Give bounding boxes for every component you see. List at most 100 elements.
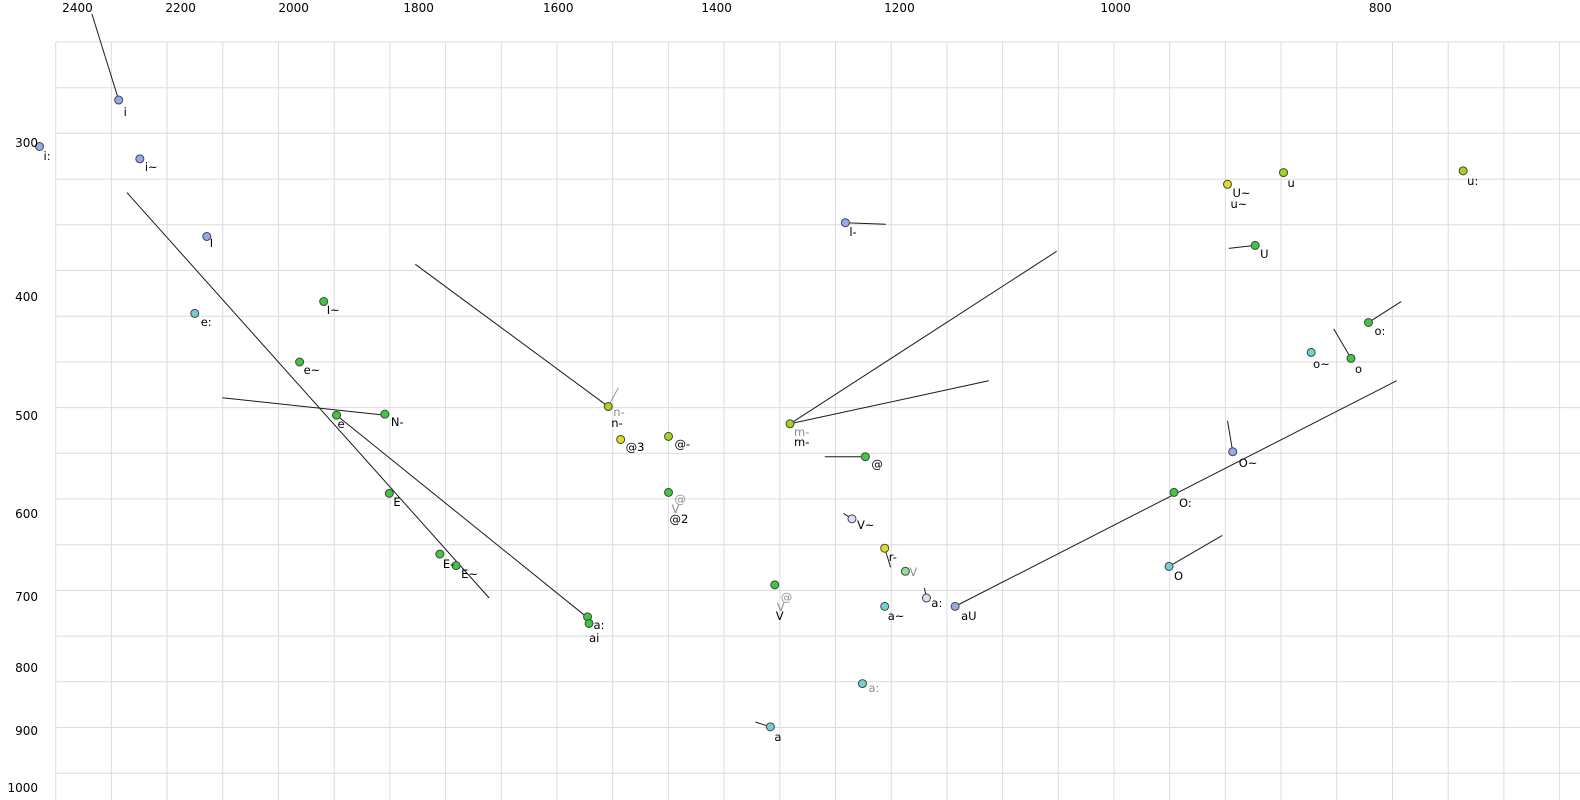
y-tick-label-1000: 1000 bbox=[7, 780, 38, 795]
point-label-@: @ bbox=[780, 589, 793, 604]
point-label-i:: i: bbox=[43, 148, 51, 163]
point-label-o: o bbox=[1354, 362, 1363, 377]
x-tick-label-2000: 2000 bbox=[278, 1, 309, 15]
point-label-V: V bbox=[775, 608, 784, 623]
data-point-ai bbox=[584, 618, 594, 628]
trajectory-line bbox=[336, 414, 589, 619]
point-label-U~: U~ bbox=[1232, 186, 1251, 201]
y-tick-label-700: 700 bbox=[15, 589, 38, 604]
y-tick-label-900: 900 bbox=[15, 724, 38, 739]
point-label-u:: u: bbox=[1467, 173, 1479, 188]
point-label-I~: I~ bbox=[326, 302, 340, 317]
data-point-I bbox=[202, 231, 212, 241]
data-point-E- bbox=[435, 549, 445, 559]
trajectory-line bbox=[91, 13, 120, 101]
point-label-n-: n- bbox=[613, 404, 625, 419]
point-label-U: U bbox=[1260, 247, 1269, 262]
point-label-o:: o: bbox=[1374, 324, 1386, 339]
point-label-O: O bbox=[1174, 569, 1184, 584]
point-label-m-: m- bbox=[794, 424, 810, 439]
point-label-aU: aU bbox=[961, 609, 977, 624]
point-label-m-: m- bbox=[794, 434, 810, 449]
point-label-u~: u~ bbox=[1230, 197, 1248, 212]
data-point-i bbox=[114, 95, 124, 105]
point-label-a:: a: bbox=[593, 617, 605, 632]
point-label-O:: O: bbox=[1178, 496, 1192, 511]
data-point-@ bbox=[860, 452, 870, 462]
point-label-@-: @- bbox=[674, 437, 691, 452]
data-point-e: bbox=[190, 308, 200, 318]
y-tick-label-300: 300 bbox=[15, 135, 38, 150]
x-tick-label-1600: 1600 bbox=[543, 1, 574, 15]
trajectory-line bbox=[126, 192, 490, 599]
trajectory-line bbox=[789, 250, 1057, 425]
data-point-u bbox=[1279, 168, 1289, 178]
trajectory-line bbox=[1333, 328, 1352, 359]
point-label-a:: a: bbox=[931, 596, 943, 610]
data-point-r- bbox=[880, 543, 890, 553]
point-label-I: I bbox=[209, 236, 214, 251]
data-point-a: bbox=[857, 679, 867, 689]
point-label-i: i bbox=[123, 105, 127, 120]
point-label-@: @ bbox=[674, 492, 687, 507]
data-point-i: bbox=[35, 142, 45, 152]
point-label-l-: l- bbox=[849, 224, 857, 239]
data-point-I~ bbox=[319, 297, 329, 307]
point-label-i~: i~ bbox=[144, 159, 158, 174]
data-point-a: bbox=[921, 593, 931, 603]
x-tick-label-1200: 1200 bbox=[884, 1, 915, 15]
data-point-O: bbox=[1169, 487, 1179, 497]
gridlines bbox=[55, 41, 1580, 800]
data-point-@3 bbox=[616, 434, 626, 444]
data-point-a~ bbox=[880, 601, 890, 611]
point-label-E: E bbox=[393, 495, 401, 510]
point-label-E~: E~ bbox=[461, 566, 478, 581]
data-point-o: bbox=[1363, 317, 1373, 327]
point-label-n-: n- bbox=[611, 415, 623, 430]
x-tick-label-1800: 1800 bbox=[403, 1, 434, 15]
point-label-e: e bbox=[337, 417, 345, 432]
trajectory-line bbox=[1227, 420, 1234, 452]
data-point-u: bbox=[1458, 166, 1468, 176]
point-label-@2: @2 bbox=[669, 512, 689, 527]
point-label-e~: e~ bbox=[303, 363, 321, 377]
data-point-O~ bbox=[1228, 447, 1238, 457]
point-label-u: u bbox=[1287, 175, 1295, 190]
y-tick-label-500: 500 bbox=[15, 409, 38, 424]
point-label-@3: @3 bbox=[625, 440, 645, 455]
trajectory-line bbox=[415, 263, 609, 407]
data-point-U bbox=[1250, 240, 1260, 250]
data-point-V bbox=[900, 566, 910, 576]
data-point-e~ bbox=[295, 357, 305, 367]
data-point-m- bbox=[785, 419, 795, 429]
trajectory-line bbox=[845, 222, 886, 225]
point-label-@: @ bbox=[871, 456, 883, 471]
point-label-N-: N- bbox=[390, 415, 404, 430]
data-point-e bbox=[332, 410, 342, 420]
point-label-e:: e: bbox=[200, 315, 212, 330]
y-tick-label-400: 400 bbox=[15, 289, 38, 304]
data-point-E~ bbox=[451, 561, 461, 571]
y-tick-label-600: 600 bbox=[15, 507, 38, 522]
data-point-l- bbox=[840, 218, 850, 228]
data-point-aU bbox=[950, 601, 960, 611]
data-point-i~ bbox=[135, 154, 145, 164]
data-point-o~ bbox=[1306, 347, 1316, 357]
trajectory-line bbox=[1168, 535, 1223, 567]
point-label-a: a bbox=[774, 729, 782, 744]
data-point-O bbox=[1164, 561, 1174, 571]
trajectory-line bbox=[222, 397, 385, 416]
trajectory-line bbox=[789, 380, 989, 425]
point-label-V: V bbox=[909, 565, 918, 580]
x-tick-label-1400: 1400 bbox=[701, 1, 732, 15]
data-point-E bbox=[384, 488, 394, 498]
point-label-r-: r- bbox=[888, 550, 897, 565]
data-point-@ bbox=[664, 487, 674, 497]
point-label-a:: a: bbox=[868, 680, 880, 695]
data-point-V~ bbox=[847, 514, 857, 524]
x-tick-label-1000: 1000 bbox=[1100, 1, 1131, 15]
point-label-a~: a~ bbox=[887, 609, 905, 624]
data-point-a bbox=[765, 722, 775, 732]
